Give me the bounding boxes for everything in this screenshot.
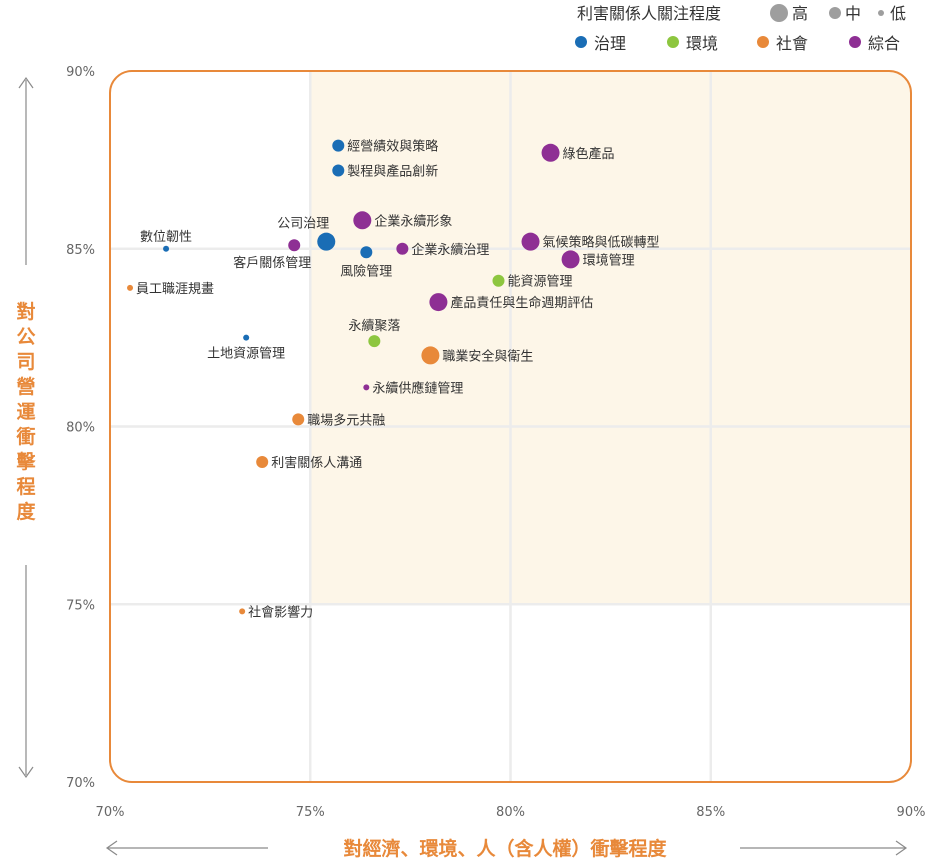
data-point <box>360 246 373 259</box>
size-legend-low-marker <box>878 10 884 16</box>
data-label: 綠色產品 <box>563 146 615 162</box>
size-legend-title: 利害關係人關注程度 <box>577 4 721 23</box>
data-label: 公司治理 <box>277 217 329 232</box>
data-label: 企業永續治理 <box>411 242 489 258</box>
data-point <box>541 143 560 162</box>
x-tick-label: 70% <box>96 805 125 820</box>
y-axis-title-group: 對公司營運衝擊程度 <box>15 76 36 779</box>
data-label: 經營績效與策略 <box>347 139 438 155</box>
data-label: 製程與產品創新 <box>347 164 438 180</box>
data-point <box>288 239 301 252</box>
size-legend: 利害關係人關注程度 高 中 低 <box>577 4 906 23</box>
y-axis-title: 對公司營運衝擊程度 <box>15 301 36 523</box>
data-label: 企業永續形象 <box>374 213 452 229</box>
data-label: 員工職涯規畫 <box>136 282 214 297</box>
data-point <box>239 608 246 615</box>
data-point <box>256 456 269 469</box>
x-tick-label: 85% <box>696 805 725 820</box>
data-point <box>521 232 540 251</box>
legend-social-label: 社會 <box>776 34 808 53</box>
legend-environment-label: 環境 <box>686 34 718 53</box>
data-label: 土地資源管理 <box>207 347 285 362</box>
x-axis-arrow-left-icon <box>105 840 118 856</box>
y-tick-label: 70% <box>66 776 95 791</box>
data-point <box>163 245 170 252</box>
data-label: 產品責任與生命週期評估 <box>450 295 593 311</box>
data-label: 數位韌性 <box>140 230 192 245</box>
x-tick-label: 75% <box>296 805 325 820</box>
grid-lines <box>110 71 911 782</box>
data-point <box>292 413 305 426</box>
data-point <box>317 232 336 251</box>
data-label: 永續供應鏈管理 <box>372 380 463 396</box>
data-label: 客戶關係管理 <box>233 255 311 271</box>
data-point <box>421 346 440 365</box>
data-label: 能資源管理 <box>507 275 572 290</box>
data-label: 氣候策略與低碳轉型 <box>543 235 660 251</box>
size-legend-medium-label: 中 <box>845 4 861 23</box>
data-point <box>353 211 372 230</box>
y-tick-label: 90% <box>66 65 95 80</box>
data-point <box>492 274 505 287</box>
x-axis-title-group: 對經濟、環境、人（含人權）衝擊程度 <box>105 837 908 860</box>
data-points <box>127 139 580 615</box>
size-legend-high-marker <box>770 4 788 22</box>
x-tick-label: 90% <box>897 805 926 820</box>
x-axis-title: 對經濟、環境、人（含人權）衝擊程度 <box>343 837 667 860</box>
data-point <box>332 139 345 152</box>
data-label: 職場多元共融 <box>307 412 385 428</box>
y-axis-arrow-down-icon <box>18 766 34 779</box>
y-axis-arrow-up-icon <box>18 76 34 89</box>
data-point <box>332 164 345 177</box>
category-legend: 治理 環境 社會 綜合 <box>575 34 900 53</box>
legend-social-marker <box>757 36 769 48</box>
data-label: 環境管理 <box>583 253 635 268</box>
data-point <box>396 242 409 255</box>
data-label: 職業安全與衛生 <box>442 348 533 364</box>
data-point <box>363 384 370 391</box>
data-point <box>243 334 250 341</box>
data-point <box>429 293 448 312</box>
data-label: 永續聚落 <box>348 319 400 334</box>
x-axis-arrow-right-icon <box>895 840 908 856</box>
legend-environment-marker <box>667 36 679 48</box>
y-tick-label: 75% <box>66 598 95 613</box>
highlight-region <box>310 71 911 605</box>
y-tick-label: 85% <box>66 243 95 258</box>
data-point <box>561 250 580 269</box>
data-label: 社會影響力 <box>248 604 313 620</box>
x-axis-ticks: 70% 75% 80% 85% 90% <box>96 805 926 820</box>
data-point <box>368 335 381 348</box>
size-legend-high-label: 高 <box>792 4 808 23</box>
plot-frame <box>109 70 912 783</box>
data-label: 利害關係人溝通 <box>271 455 362 471</box>
legend-integrated-marker <box>849 36 861 48</box>
legend-governance-label: 治理 <box>594 34 626 53</box>
y-tick-label: 80% <box>66 421 95 436</box>
data-point <box>127 284 134 291</box>
size-legend-medium-marker <box>829 7 841 19</box>
legend-governance-marker <box>575 36 587 48</box>
x-tick-label: 80% <box>496 805 525 820</box>
size-legend-low-label: 低 <box>890 4 906 23</box>
y-axis-ticks: 70% 75% 80% 85% 90% <box>66 65 95 791</box>
legend-integrated-label: 綜合 <box>868 34 900 53</box>
data-label: 風險管理 <box>340 264 392 279</box>
